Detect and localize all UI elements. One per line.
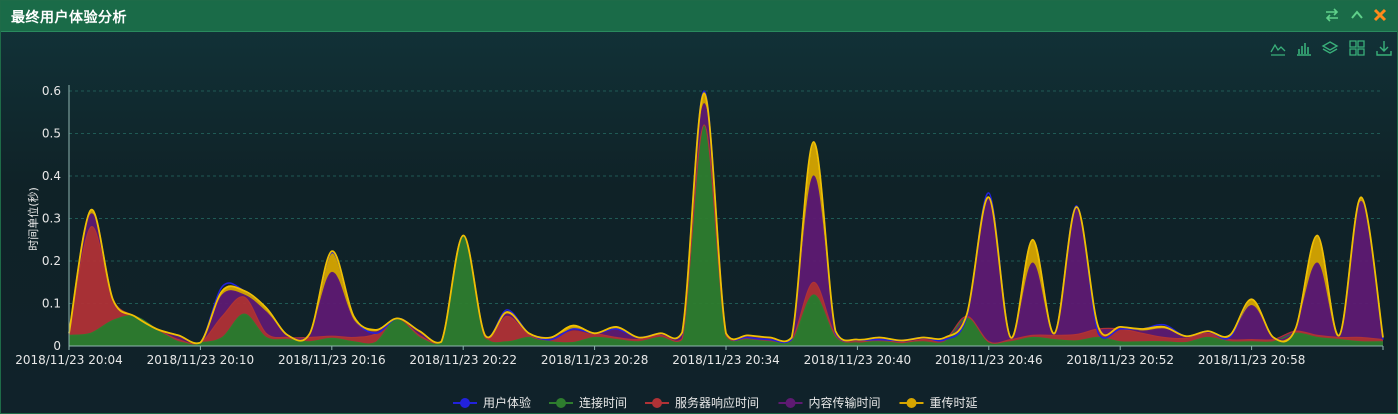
line-chart-icon[interactable] (1269, 39, 1287, 57)
legend-item-content_transfer[interactable]: 内容传输时间 (778, 395, 881, 410)
line-server_response (68, 124, 1384, 345)
series-lines (68, 90, 1384, 345)
x-tick-label: 2018/11/23 20:58 (1198, 353, 1306, 367)
x-tick-label: 2018/11/23 20:04 (15, 353, 123, 367)
y-tick-label: 0.6 (42, 84, 61, 98)
download-icon[interactable] (1375, 39, 1393, 57)
y-axis-label: 时间单位(秒) (26, 187, 40, 251)
tiled-icon[interactable] (1348, 39, 1366, 57)
x-tick-label: 2018/11/23 20:40 (804, 353, 912, 367)
legend-label: 连接时间 (579, 395, 627, 410)
legend-item-connect_time[interactable]: 连接时间 (549, 395, 627, 410)
legend-item-user_experience[interactable]: 用户体验 (453, 395, 531, 410)
x-tick-label: 2018/11/23 20:34 (672, 353, 780, 367)
x-tick-label: 2018/11/23 20:28 (541, 353, 649, 367)
y-tick-label: 0.2 (42, 254, 61, 268)
y-tick-label: 0.5 (42, 127, 61, 141)
chevron-up-icon[interactable] (1348, 6, 1366, 24)
x-tick-label: 2018/11/23 20:52 (1066, 353, 1174, 367)
y-tick-label: 0.1 (42, 297, 61, 311)
series-areas (69, 93, 1383, 347)
area-content_transfer (69, 103, 1383, 344)
legend-label: 用户体验 (483, 395, 531, 410)
legend-label: 服务器响应时间 (675, 395, 759, 410)
line-total (68, 92, 1384, 345)
close-icon[interactable] (1371, 6, 1389, 24)
y-tick-label: 0.3 (42, 212, 61, 226)
stack-icon[interactable] (1321, 39, 1339, 57)
panel-title: 最终用户体验分析 (11, 10, 127, 26)
y-tick-label: 0 (53, 339, 61, 353)
axes: 0 0.1 0.2 0.3 0.4 0.5 0.6 2018/11/23 20:04 2018/… (15, 84, 1384, 367)
grid-lines (69, 90, 1383, 304)
line-user_experience (68, 90, 1384, 345)
legend-label: 内容传输时间 (809, 395, 881, 410)
swap-icon[interactable] (1323, 6, 1341, 24)
bar-chart-icon[interactable] (1295, 39, 1313, 57)
legend: 用户体验 连接时间 服务器响应时间 内容传输时间 重传时延 (453, 395, 978, 410)
legend-label: 重传时延 (930, 395, 978, 410)
title-bar: 最终用户体验分析 (1, 1, 1397, 32)
x-tick-label: 2018/11/23 20:10 (147, 353, 255, 367)
x-tick-label: 2018/11/23 20:16 (278, 353, 386, 367)
x-tick-label: 2018/11/23 20:22 (409, 353, 517, 367)
legend-item-retrans_delay[interactable]: 重传时延 (899, 395, 978, 410)
legend-item-server_response[interactable]: 服务器响应时间 (645, 395, 759, 410)
y-tick-label: 0.4 (42, 169, 61, 183)
x-tick-label: 2018/11/23 20:46 (935, 353, 1043, 367)
